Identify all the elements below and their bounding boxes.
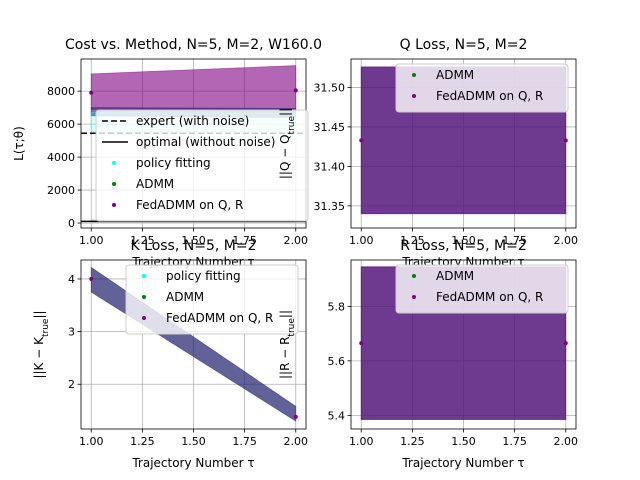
x-tick-label: 1.25: [130, 435, 155, 448]
y-tick-label: 0: [68, 217, 75, 230]
legend-box: [395, 264, 569, 314]
x-tick-label: 1.75: [502, 435, 527, 448]
legend-label: policy fitting: [166, 269, 241, 283]
legend-label: ADMM: [166, 290, 204, 304]
legend-label: optimal (without noise): [136, 135, 275, 149]
data-point: [293, 88, 298, 93]
legend-marker: [412, 295, 416, 299]
chart-title: Cost vs. Method, N=5, M=2, W160.0: [65, 37, 322, 53]
legend-label: FedADMM on Q, R: [136, 198, 243, 212]
x-tick-label: 1.50: [181, 234, 206, 247]
subplot-r-loss: 1.00 1.25 1.50 1.75 2.00 5.4 5.6 5.8 Trajectory …: [278, 238, 578, 470]
y-tick-label: 2000: [47, 184, 75, 197]
x-tick-label: 1.25: [400, 435, 425, 448]
legend: expert (with noise) optimal (without nois…: [95, 109, 309, 222]
legend-marker: [112, 203, 116, 207]
x-tick-label: 1.50: [451, 435, 476, 448]
legend-box: [125, 264, 299, 335]
legend-marker: [142, 295, 146, 299]
y-tick-label: 31.45: [314, 121, 346, 134]
legend-box: [395, 63, 569, 113]
legend-marker: [142, 274, 146, 278]
legend-marker: [142, 316, 146, 320]
data-point: [563, 138, 568, 143]
y-tick-label: 31.50: [314, 81, 346, 94]
x-tick-label: 2.00: [284, 435, 309, 448]
ticks: 1.00 1.25 1.50 1.75 2.00 31.35 31.40 31.45 31.50: [314, 81, 579, 247]
x-tick-label: 1.50: [181, 435, 206, 448]
x-tick-label: 1.75: [232, 234, 257, 247]
x-tick-label: 1.25: [400, 234, 425, 247]
chart-title: R Loss, N=5, M=2: [400, 238, 527, 254]
legend-label: FedADMM on Q, R: [436, 89, 543, 103]
legend-marker: [112, 182, 116, 186]
legend-marker: [112, 161, 116, 165]
ticks: 1.00 1.25 1.50 1.75 2.00 2 3 4: [68, 273, 308, 448]
x-tick-label: 1.00: [79, 435, 104, 448]
data-point: [89, 90, 94, 95]
legend-label: expert (with noise): [136, 114, 249, 128]
y-axis-label: L(τ;θ): [12, 126, 26, 161]
x-axis-label: Trajectory Number τ: [401, 456, 524, 470]
legend: ADMM FedADMM on Q, R: [395, 264, 569, 314]
y-axis-label: ||K − Ktrue||: [32, 310, 51, 378]
x-tick-label: 1.00: [349, 435, 374, 448]
subplot-cost-vs-method: 1.00 1.25 1.50 1.75 2.0002000400060008000Tra…: [12, 37, 322, 269]
x-axis-label: Trajectory Number τ: [131, 456, 254, 470]
x-tick-label: 2.00: [554, 435, 579, 448]
data-point: [359, 341, 364, 346]
legend-label: policy fitting: [136, 156, 211, 170]
y-axis-label: ||Q − Qtrue||: [278, 108, 297, 179]
legend-label: FedADMM on Q, R: [166, 311, 273, 325]
data-point: [89, 276, 94, 281]
data-point: [293, 414, 298, 419]
y-tick-label: 4: [68, 273, 75, 286]
legend-marker: [412, 94, 416, 98]
y-axis-label: ||R − Rtrue||: [278, 310, 297, 379]
data-point: [359, 138, 364, 143]
chart-title: Q Loss, N=5, M=2: [400, 37, 528, 53]
x-tick-label: 2.00: [554, 234, 579, 247]
legend-label: ADMM: [136, 177, 174, 191]
x-tick-label: 1.50: [451, 234, 476, 247]
data-point: [563, 341, 568, 346]
ticks: 1.00 1.25 1.50 1.75 2.00 0 2000 4000 6000 8000: [47, 85, 308, 247]
legend-label: FedADMM on Q, R: [436, 290, 543, 304]
subplot-k-loss: 1.00 1.25 1.50 1.75 2.00 2 3 4 Trajectory Number…: [32, 238, 308, 470]
y-tick-label: 31.35: [314, 200, 346, 213]
legend-label: ADMM: [436, 68, 474, 82]
legend-marker: [412, 73, 416, 77]
x-tick-label: 1.00: [79, 234, 104, 247]
x-tick-label: 1.25: [130, 234, 155, 247]
y-tick-label: 5.6: [328, 355, 346, 368]
x-tick-label: 1.75: [502, 234, 527, 247]
legend: ADMM FedADMM on Q, R: [395, 63, 569, 113]
y-tick-label: 31.40: [314, 160, 346, 173]
ticks: 1.00 1.25 1.50 1.75 2.00 5.4 5.6 5.8: [328, 300, 579, 448]
legend-marker: [412, 274, 416, 278]
y-tick-label: 5.4: [328, 409, 346, 422]
y-tick-label: 4000: [47, 151, 75, 164]
legend: policy fitting ADMM FedADMM on Q, R: [125, 264, 299, 335]
x-tick-label: 1.75: [232, 435, 257, 448]
chart-title: K Loss, N=5, M=2: [131, 238, 257, 254]
legend-label: ADMM: [436, 269, 474, 283]
y-tick-label: 6000: [47, 118, 75, 131]
y-tick-label: 5.8: [328, 300, 346, 313]
legend-box: [95, 109, 309, 222]
band-fedadmm-on-q-r: [90, 65, 297, 111]
x-tick-label: 2.00: [284, 234, 309, 247]
y-tick-label: 8000: [47, 85, 75, 98]
y-tick-label: 2: [68, 378, 75, 391]
y-tick-label: 3: [68, 326, 75, 339]
x-tick-label: 1.00: [349, 234, 374, 247]
